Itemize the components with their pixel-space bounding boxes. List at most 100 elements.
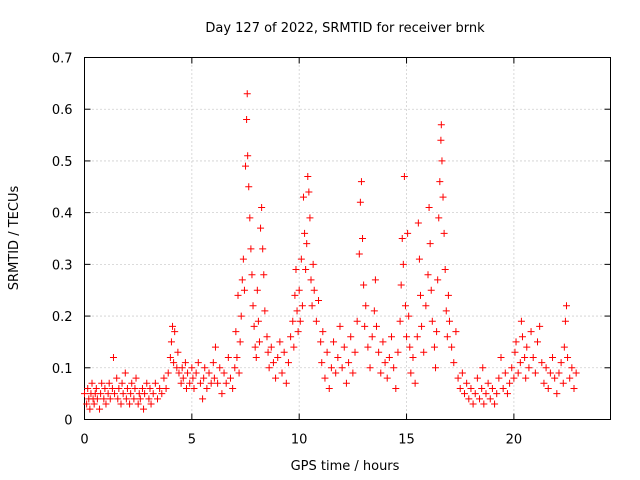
data-point bbox=[175, 369, 183, 377]
y-axis-label: SRMTID / TECUs bbox=[7, 186, 22, 291]
data-point bbox=[239, 255, 247, 263]
data-point bbox=[109, 353, 117, 361]
data-point bbox=[278, 369, 286, 377]
data-point bbox=[342, 379, 350, 387]
data-point bbox=[210, 374, 218, 382]
data-point bbox=[192, 369, 200, 377]
data-point bbox=[478, 384, 486, 392]
data-point bbox=[493, 390, 501, 398]
data-point bbox=[254, 317, 262, 325]
data-point bbox=[381, 359, 389, 367]
data-point bbox=[259, 245, 267, 253]
data-point bbox=[442, 307, 450, 315]
data-point bbox=[115, 384, 123, 392]
data-point bbox=[243, 116, 251, 124]
data-point bbox=[177, 379, 185, 387]
data-point bbox=[404, 229, 412, 237]
data-point bbox=[235, 369, 243, 377]
data-point bbox=[413, 333, 421, 341]
data-point bbox=[108, 384, 116, 392]
data-point bbox=[242, 162, 250, 170]
data-point bbox=[315, 297, 323, 305]
data-point bbox=[214, 379, 222, 387]
data-point bbox=[572, 369, 580, 377]
data-point bbox=[302, 266, 310, 274]
data-point bbox=[211, 343, 219, 351]
data-points bbox=[81, 90, 580, 413]
data-point bbox=[522, 374, 530, 382]
data-point bbox=[439, 193, 447, 201]
data-point bbox=[216, 364, 224, 372]
data-point bbox=[127, 390, 135, 398]
data-point bbox=[105, 379, 113, 387]
data-point bbox=[102, 400, 110, 408]
data-point bbox=[488, 384, 496, 392]
data-point bbox=[255, 338, 263, 346]
data-point bbox=[388, 333, 396, 341]
data-point bbox=[561, 317, 569, 325]
data-point bbox=[264, 348, 272, 356]
data-point bbox=[289, 317, 297, 325]
data-point bbox=[397, 281, 405, 289]
data-point bbox=[416, 291, 424, 299]
data-point bbox=[200, 374, 208, 382]
data-point bbox=[368, 333, 376, 341]
data-point bbox=[432, 364, 440, 372]
data-point bbox=[529, 353, 537, 361]
data-point bbox=[345, 359, 353, 367]
data-point bbox=[359, 235, 367, 242]
data-point bbox=[327, 364, 335, 372]
data-point bbox=[295, 286, 303, 294]
data-point bbox=[549, 353, 557, 361]
data-point bbox=[506, 379, 514, 387]
data-point bbox=[122, 395, 130, 403]
data-point bbox=[294, 328, 302, 336]
data-point bbox=[156, 384, 164, 392]
data-point bbox=[517, 317, 525, 325]
data-point bbox=[325, 384, 333, 392]
data-point bbox=[527, 328, 535, 336]
data-point bbox=[162, 384, 170, 392]
data-point bbox=[334, 353, 342, 361]
data-point bbox=[245, 183, 253, 191]
data-point bbox=[458, 369, 466, 377]
data-point bbox=[86, 405, 94, 413]
data-point bbox=[463, 379, 471, 387]
data-point bbox=[564, 353, 572, 361]
data-point bbox=[97, 390, 105, 398]
data-point bbox=[284, 359, 292, 367]
data-point bbox=[250, 322, 258, 330]
data-point bbox=[521, 353, 529, 361]
data-point bbox=[456, 384, 464, 392]
data-point bbox=[164, 369, 172, 377]
data-point bbox=[81, 390, 88, 398]
data-point bbox=[93, 395, 101, 403]
data-point bbox=[123, 384, 131, 392]
data-point bbox=[238, 276, 246, 284]
data-point bbox=[234, 291, 242, 299]
x-tick-label: 10 bbox=[291, 433, 308, 448]
data-point bbox=[332, 369, 340, 377]
data-point bbox=[189, 374, 197, 382]
data-point bbox=[111, 390, 119, 398]
data-point bbox=[514, 369, 522, 377]
data-point bbox=[138, 384, 146, 392]
data-point bbox=[203, 384, 211, 392]
data-point bbox=[495, 374, 503, 382]
data-point bbox=[407, 369, 415, 377]
y-tick-label: 0.2 bbox=[52, 310, 73, 325]
data-point bbox=[96, 405, 104, 413]
data-point bbox=[357, 178, 365, 186]
data-point bbox=[201, 364, 209, 372]
data-point bbox=[362, 302, 370, 310]
data-point bbox=[310, 286, 318, 294]
data-point bbox=[171, 328, 179, 336]
data-point bbox=[349, 369, 357, 377]
data-point bbox=[237, 312, 245, 320]
data-point bbox=[370, 307, 378, 315]
data-point bbox=[440, 229, 448, 237]
data-point bbox=[186, 379, 194, 387]
data-point bbox=[276, 338, 284, 346]
data-point bbox=[100, 395, 108, 403]
